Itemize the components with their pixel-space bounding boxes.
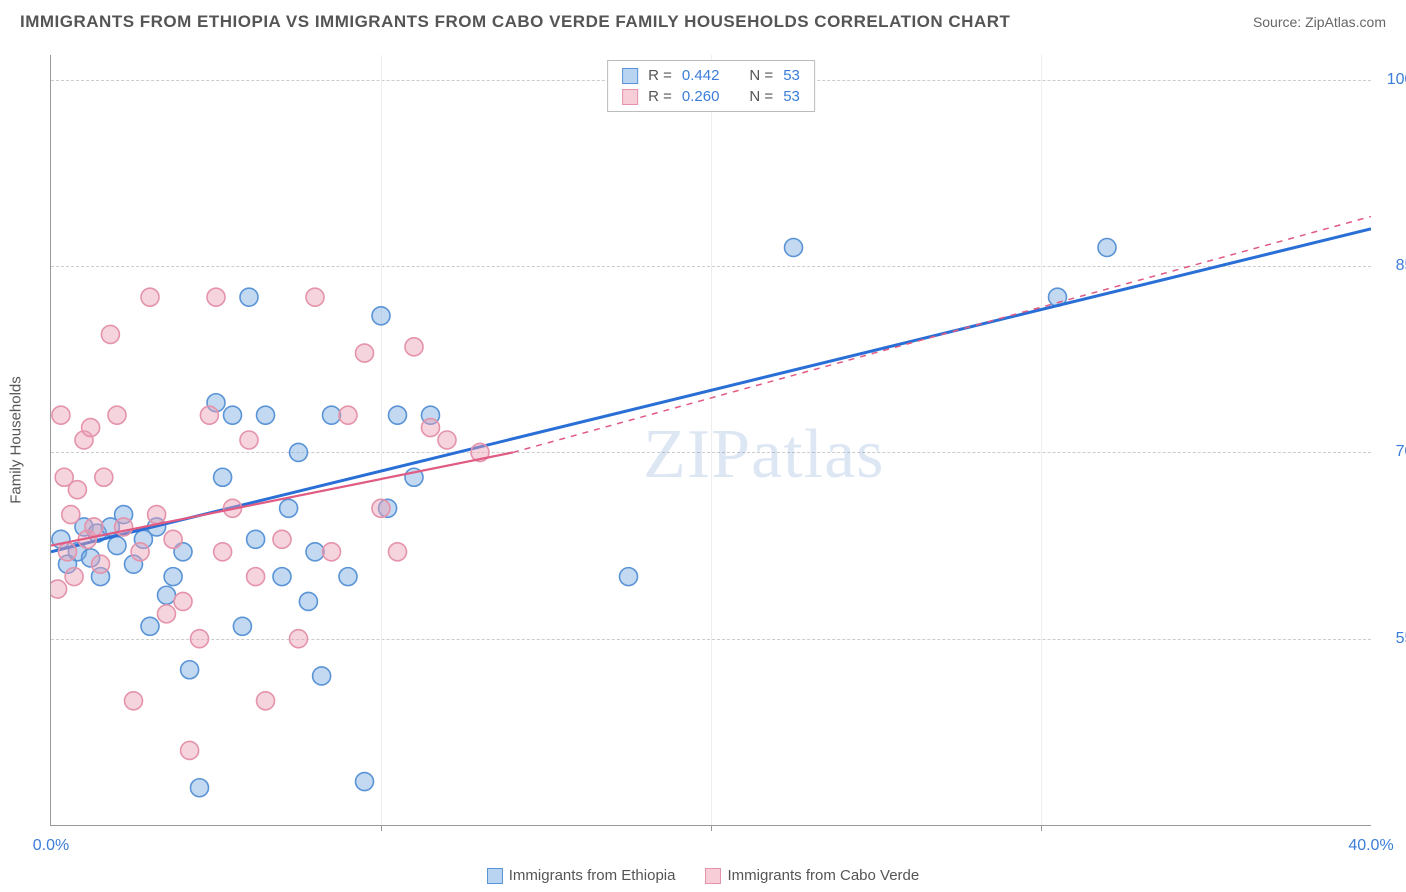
- data-point-cabo_verde: [200, 406, 218, 424]
- r-label: R =: [648, 88, 672, 105]
- plot-area: Family Households ZIPatlas R =0.442N =53…: [50, 55, 1371, 826]
- data-point-ethiopia: [313, 667, 331, 685]
- legend-item: Immigrants from Ethiopia: [487, 867, 676, 884]
- data-point-cabo_verde: [101, 325, 119, 343]
- data-point-ethiopia: [1098, 239, 1116, 257]
- data-point-cabo_verde: [62, 506, 80, 524]
- data-point-ethiopia: [257, 406, 275, 424]
- y-tick-label: 100.0%: [1381, 71, 1406, 89]
- data-point-ethiopia: [240, 288, 258, 306]
- n-value: 53: [783, 88, 800, 105]
- data-point-ethiopia: [181, 661, 199, 679]
- data-point-ethiopia: [339, 568, 357, 586]
- source-attribution: Source: ZipAtlas.com: [1253, 14, 1386, 30]
- data-point-ethiopia: [233, 617, 251, 635]
- y-axis-label: Family Households: [8, 376, 25, 504]
- data-point-cabo_verde: [108, 406, 126, 424]
- data-point-cabo_verde: [174, 592, 192, 610]
- series-legend: Immigrants from Ethiopia Immigrants from …: [0, 867, 1406, 884]
- data-point-cabo_verde: [389, 543, 407, 561]
- legend-swatch: [705, 868, 721, 884]
- trendline-dashed-cabo_verde: [513, 216, 1371, 452]
- legend-item: Immigrants from Cabo Verde: [705, 867, 919, 884]
- data-point-ethiopia: [280, 499, 298, 517]
- data-point-cabo_verde: [181, 741, 199, 759]
- data-point-cabo_verde: [82, 419, 100, 437]
- correlation-legend-row: R = 0.260 N = 53: [622, 86, 800, 107]
- data-point-cabo_verde: [191, 630, 209, 648]
- data-point-cabo_verde: [273, 530, 291, 548]
- data-point-ethiopia: [191, 779, 209, 797]
- data-point-cabo_verde: [240, 431, 258, 449]
- data-point-ethiopia: [299, 592, 317, 610]
- data-point-cabo_verde: [207, 288, 225, 306]
- data-point-cabo_verde: [52, 406, 70, 424]
- data-point-ethiopia: [158, 586, 176, 604]
- data-point-cabo_verde: [95, 468, 113, 486]
- data-point-ethiopia: [290, 443, 308, 461]
- y-tick-label: 70.0%: [1381, 443, 1406, 461]
- data-point-cabo_verde: [372, 499, 390, 517]
- data-point-ethiopia: [372, 307, 390, 325]
- data-point-cabo_verde: [164, 530, 182, 548]
- legend-label: Immigrants from Cabo Verde: [727, 867, 919, 884]
- data-point-ethiopia: [323, 406, 341, 424]
- data-point-cabo_verde: [158, 605, 176, 623]
- x-tick-label: 0.0%: [33, 837, 69, 855]
- legend-swatch: [622, 89, 638, 105]
- data-point-ethiopia: [224, 406, 242, 424]
- data-point-ethiopia: [141, 617, 159, 635]
- legend-label: Immigrants from Ethiopia: [509, 867, 676, 884]
- trendline-ethiopia: [51, 229, 1371, 552]
- data-point-ethiopia: [785, 239, 803, 257]
- r-value: 0.260: [682, 88, 720, 105]
- data-point-cabo_verde: [59, 543, 77, 561]
- data-point-cabo_verde: [51, 580, 67, 598]
- data-point-cabo_verde: [68, 481, 86, 499]
- r-value: 0.442: [682, 67, 720, 84]
- data-point-cabo_verde: [214, 543, 232, 561]
- correlation-legend-row: R = 0.442 N = 53: [622, 65, 800, 86]
- y-tick-label: 85.0%: [1381, 257, 1406, 275]
- data-point-cabo_verde: [257, 692, 275, 710]
- data-point-cabo_verde: [85, 518, 103, 536]
- data-point-cabo_verde: [438, 431, 456, 449]
- legend-swatch: [487, 868, 503, 884]
- data-point-cabo_verde: [141, 288, 159, 306]
- y-tick-label: 55.0%: [1381, 630, 1406, 648]
- data-point-cabo_verde: [92, 555, 110, 573]
- data-point-cabo_verde: [405, 338, 423, 356]
- data-point-cabo_verde: [125, 692, 143, 710]
- data-point-ethiopia: [273, 568, 291, 586]
- data-point-ethiopia: [389, 406, 407, 424]
- data-point-cabo_verde: [290, 630, 308, 648]
- x-tick-label: 40.0%: [1348, 837, 1393, 855]
- n-value: 53: [783, 67, 800, 84]
- data-point-ethiopia: [214, 468, 232, 486]
- data-point-ethiopia: [356, 773, 374, 791]
- data-point-ethiopia: [164, 568, 182, 586]
- data-point-ethiopia: [108, 537, 126, 555]
- data-point-cabo_verde: [131, 543, 149, 561]
- data-point-cabo_verde: [339, 406, 357, 424]
- r-label: R =: [648, 67, 672, 84]
- data-point-ethiopia: [620, 568, 638, 586]
- chart-title: IMMIGRANTS FROM ETHIOPIA VS IMMIGRANTS F…: [20, 12, 1010, 32]
- n-label: N =: [749, 67, 773, 84]
- legend-swatch: [622, 68, 638, 84]
- data-point-ethiopia: [306, 543, 324, 561]
- data-point-cabo_verde: [306, 288, 324, 306]
- correlation-legend: R = 0.442 N = 53 R = 0.260 N = 53: [607, 60, 815, 112]
- data-point-ethiopia: [247, 530, 265, 548]
- n-label: N =: [749, 88, 773, 105]
- data-point-cabo_verde: [356, 344, 374, 362]
- data-point-cabo_verde: [247, 568, 265, 586]
- data-point-cabo_verde: [323, 543, 341, 561]
- scatter-plot-svg: [51, 55, 1371, 825]
- chart-container: Family Households ZIPatlas R =0.442N =53…: [50, 55, 1370, 825]
- data-point-cabo_verde: [148, 506, 166, 524]
- data-point-cabo_verde: [422, 419, 440, 437]
- data-point-cabo_verde: [65, 568, 83, 586]
